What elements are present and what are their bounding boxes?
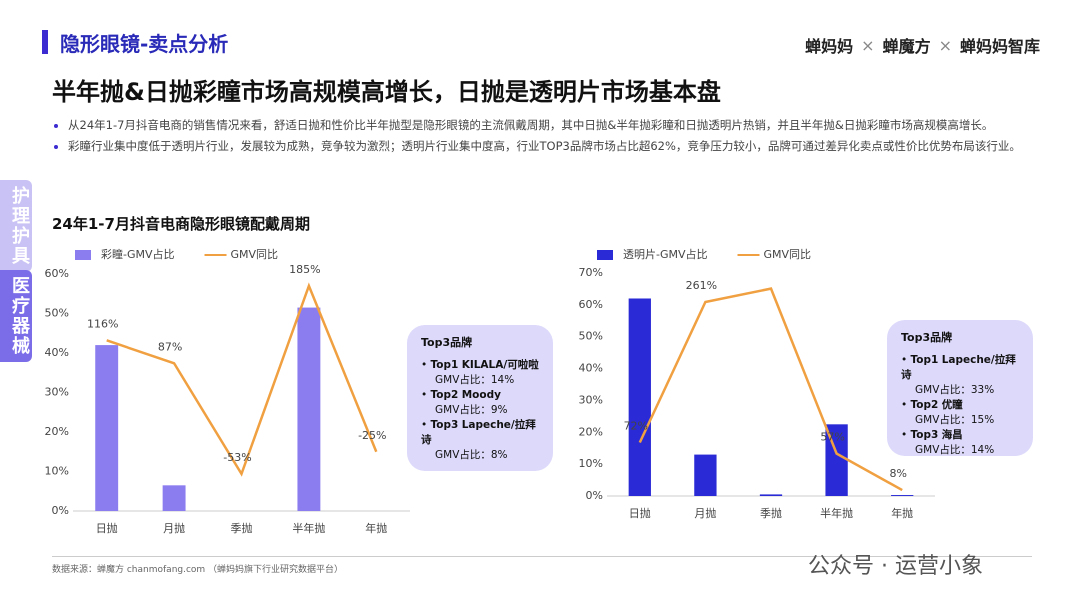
- legend-label: GMV同比: [764, 248, 812, 261]
- x-tick-label: 年抛: [891, 506, 913, 520]
- y-tick-label: 0%: [52, 504, 69, 517]
- legend-swatch: [75, 250, 91, 260]
- source: 数据来源：蝉魔方 chanmofang.com （蝉妈妈旗下行业研究数据平台）: [52, 565, 344, 575]
- divider: [52, 556, 1032, 557]
- legend-label: 彩瞳-GMV占比: [101, 247, 175, 261]
- brand-name: Moody: [461, 389, 501, 401]
- y-tick-label: 10%: [45, 465, 69, 478]
- brand-rank: Top2: [430, 389, 459, 401]
- x-tick-label: 年抛: [365, 521, 387, 535]
- headline: 半年抛&日抛彩瞳市场高规模高增长，日抛是透明片市场基本盘: [52, 78, 721, 106]
- logo: 蝉妈妈智库: [959, 37, 1040, 56]
- value-label: 116%: [87, 317, 118, 330]
- bar: [95, 345, 119, 511]
- logo: 蝉妈妈: [805, 37, 854, 56]
- separator: ×: [938, 35, 952, 55]
- brand-share: GMV占比：9%: [435, 404, 508, 416]
- bar: [891, 495, 914, 496]
- line: [638, 287, 903, 492]
- logos: 蝉妈妈 × 蝉魔方 × 蝉妈妈智库: [805, 33, 1040, 57]
- brand-share: GMV占比：33%: [915, 384, 995, 396]
- brand-rank: Top2: [910, 399, 939, 411]
- value-label: 185%: [289, 263, 320, 276]
- box-title: Top3品牌: [901, 331, 953, 344]
- brand-row: • Top1 Lapeche/拉拜诗: [901, 354, 1016, 381]
- y-tick-label: 60%: [45, 267, 69, 280]
- brand-name: 海昌: [941, 429, 963, 441]
- y-tick-label: 70%: [579, 266, 603, 279]
- logo: 蝉魔方: [882, 37, 931, 56]
- brand-rank: Top1: [910, 354, 939, 366]
- x-tick-label: 季抛: [760, 506, 782, 520]
- brand-box: Top3品牌 • Top1 Lapeche/拉拜诗 GMV占比：33% • Top2 …: [887, 320, 1033, 456]
- bullets: 从24年1-7月抖音电商的销售情况来看，舒适日抛和性价比半年抛型是隐形眼镜的主流…: [52, 116, 1048, 158]
- brand-share: GMV占比：8%: [435, 449, 508, 461]
- y-tick-label: 0%: [586, 489, 603, 502]
- y-tick-label: 30%: [579, 393, 603, 406]
- brand-row: • Top3 Lapeche/拉拜诗: [421, 419, 536, 446]
- y-tick-label: 20%: [45, 425, 69, 438]
- bullet: 从24年1-7月抖音电商的销售情况来看，舒适日抛和性价比半年抛型是隐形眼镜的主流…: [68, 116, 1048, 135]
- watermark: 公众号 · 运营小象: [808, 554, 983, 579]
- separator: ×: [861, 35, 875, 55]
- legend-label: 透明片-GMV占比: [623, 247, 708, 261]
- y-tick-label: 10%: [579, 457, 603, 470]
- side-tab[interactable]: 医疗器械: [0, 270, 32, 362]
- brand-row: • Top3 海昌: [901, 429, 963, 441]
- section-title: 24年1-7月抖音电商隐形眼镜配戴周期: [52, 215, 310, 233]
- y-tick-label: 60%: [579, 298, 603, 311]
- value-label: 8%: [889, 467, 906, 480]
- y-tick-label: 30%: [45, 386, 69, 399]
- side-tab[interactable]: 护理护具: [0, 180, 32, 272]
- value-label: -53%: [223, 451, 251, 464]
- brand-name: 优瞳: [941, 399, 963, 411]
- y-tick-label: 20%: [579, 425, 603, 438]
- brand-rank: Top1: [430, 359, 459, 371]
- x-tick-label: 月抛: [163, 521, 185, 535]
- box-title: Top3品牌: [421, 336, 473, 349]
- value-label: 261%: [686, 279, 717, 292]
- brand-share: GMV占比：14%: [915, 444, 995, 456]
- bar: [628, 298, 651, 496]
- x-tick-label: 日抛: [96, 521, 118, 535]
- x-tick-label: 日抛: [629, 506, 651, 520]
- brand-rank: Top3: [430, 419, 459, 431]
- line: [106, 282, 378, 477]
- brand-share: GMV占比：15%: [915, 414, 995, 426]
- brand-name: KILALA/可啦啦: [461, 359, 539, 371]
- x-tick-label: 月抛: [694, 506, 716, 520]
- brand-rank: Top3: [910, 429, 939, 441]
- bar: [694, 454, 717, 496]
- bar: [297, 307, 321, 511]
- value-label: 87%: [158, 340, 182, 353]
- header-title: 隐形眼镜-卖点分析: [60, 32, 229, 56]
- brand-row: • Top2 优瞳: [901, 399, 963, 411]
- x-tick-label: 季抛: [231, 521, 253, 535]
- y-tick-label: 50%: [579, 330, 603, 343]
- brand-name: Lapeche/拉拜诗: [421, 419, 536, 446]
- brand-row: • Top2 Moody: [421, 389, 501, 401]
- y-tick-label: 50%: [45, 307, 69, 320]
- brand-row: • Top1 KILALA/可啦啦: [421, 359, 539, 371]
- brand-box: Top3品牌 • Top1 KILALA/可啦啦 GMV占比：14% • Top2 M…: [407, 325, 553, 471]
- legend-swatch: [597, 250, 613, 260]
- x-tick-label: 半年抛: [820, 506, 853, 520]
- brand-name: Lapeche/拉拜诗: [901, 354, 1016, 381]
- value-label: -25%: [358, 429, 386, 442]
- header-accent: [42, 30, 48, 54]
- y-tick-label: 40%: [45, 346, 69, 359]
- value-label: 57%: [820, 431, 844, 444]
- y-tick-label: 40%: [579, 362, 603, 375]
- bullet: 彩瞳行业集中度低于透明片行业，发展较为成熟，竞争较为激烈；透明片行业集中度高，行…: [68, 137, 1048, 156]
- bar: [759, 494, 783, 496]
- x-tick-label: 半年抛: [292, 521, 325, 535]
- brand-share: GMV占比：14%: [435, 374, 515, 386]
- bar: [162, 485, 186, 511]
- legend-label: GMV同比: [231, 248, 279, 261]
- value-label: 72%: [624, 419, 648, 432]
